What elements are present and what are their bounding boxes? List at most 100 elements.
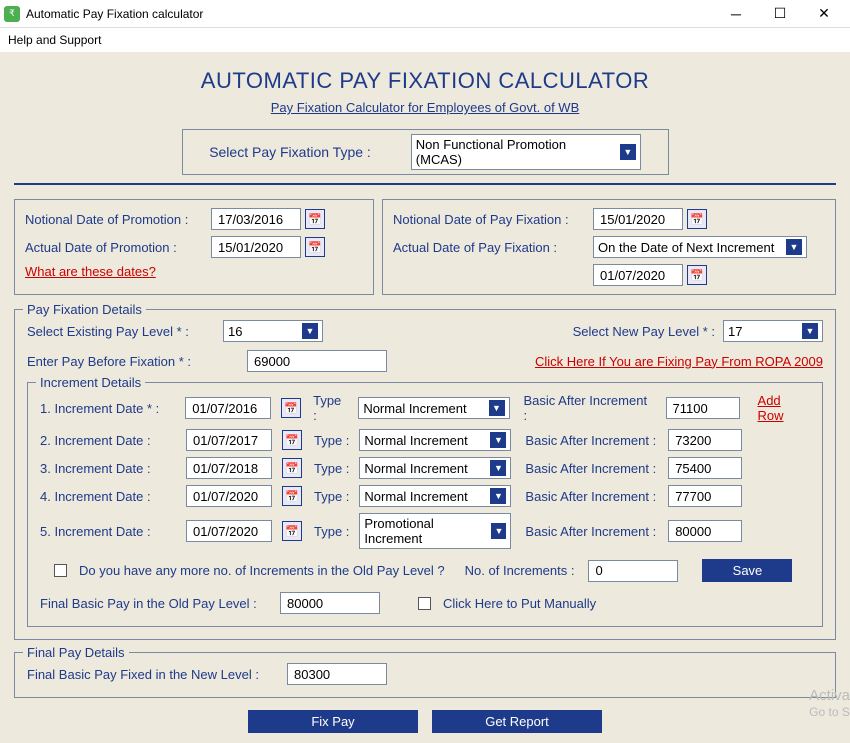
basic-after-label: Basic After Increment :: [525, 524, 656, 539]
minimize-button[interactable]: ─: [714, 0, 758, 28]
actual-fixation-label: Actual Date of Pay Fixation :: [393, 240, 593, 255]
increment-date-input[interactable]: [186, 457, 272, 479]
pay-fixation-legend: Pay Fixation Details: [23, 302, 146, 317]
fix-pay-button[interactable]: Fix Pay: [248, 710, 418, 733]
increment-legend: Increment Details: [36, 375, 145, 390]
calendar-icon[interactable]: 📅: [282, 458, 302, 478]
basic-after-label: Basic After Increment :: [525, 489, 656, 504]
fixation-type-row: Select Pay Fixation Type : Non Functiona…: [182, 129, 669, 175]
basic-after-input[interactable]: [666, 397, 740, 419]
increment-type-label: Type :: [314, 489, 349, 504]
notional-fixation-label: Notional Date of Pay Fixation :: [393, 212, 593, 227]
calendar-icon[interactable]: 📅: [281, 398, 301, 418]
final-old-label: Final Basic Pay in the Old Pay Level :: [40, 596, 274, 611]
notional-fixation-input[interactable]: [593, 208, 683, 230]
basic-after-label: Basic After Increment :: [525, 461, 656, 476]
basic-after-input[interactable]: [668, 429, 742, 451]
basic-after-label: Basic After Increment :: [524, 393, 654, 423]
actual-fixation-date-input[interactable]: [593, 264, 683, 286]
chevron-down-icon: ▼: [490, 460, 506, 476]
help-menu[interactable]: Help and Support: [8, 33, 101, 47]
chevron-down-icon: ▼: [490, 432, 506, 448]
increment-type-value: Normal Increment: [364, 489, 467, 504]
calendar-icon[interactable]: 📅: [282, 486, 302, 506]
before-fixation-input[interactable]: [247, 350, 387, 372]
menubar: Help and Support: [0, 28, 850, 52]
increment-type-label: Type :: [314, 433, 349, 448]
existing-level-label: Select Existing Pay Level * :: [27, 324, 223, 339]
increment-type-label: Type :: [313, 393, 348, 423]
increment-date-input[interactable]: [186, 520, 272, 542]
increment-row: 2. Increment Date : 📅 Type : Normal Increme…: [40, 429, 810, 451]
save-button[interactable]: Save: [702, 559, 792, 582]
ropa-link[interactable]: Click Here If You are Fixing Pay From RO…: [535, 354, 823, 369]
increment-type-label: Type :: [314, 461, 349, 476]
fixation-type-select[interactable]: Non Functional Promotion (MCAS) ▼: [411, 134, 641, 170]
final-pay-legend: Final Pay Details: [23, 645, 129, 660]
final-old-input[interactable]: [280, 592, 380, 614]
app-icon: ₹: [4, 6, 20, 22]
watermark: Activa Go to S: [809, 687, 850, 719]
increment-date-label: 3. Increment Date :: [40, 461, 180, 476]
increment-type-value: Normal Increment: [364, 433, 467, 448]
new-level-label: Select New Pay Level * :: [573, 324, 715, 339]
page-title: AUTOMATIC PAY FIXATION CALCULATOR: [14, 68, 836, 94]
window-controls: ─ ☐ ✕: [714, 0, 846, 28]
increment-type-select[interactable]: Normal Increment ▼: [359, 485, 511, 507]
increment-type-select[interactable]: Normal Increment▼: [359, 457, 511, 479]
increment-type-value: Normal Increment: [363, 401, 466, 416]
calendar-icon[interactable]: 📅: [305, 209, 325, 229]
page-subtitle[interactable]: Pay Fixation Calculator for Employees of…: [14, 100, 836, 115]
increment-row: 4. Increment Date : 📅 Type : Normal Increme…: [40, 485, 810, 507]
basic-after-input[interactable]: [668, 457, 742, 479]
increment-fieldset: Increment Details 1. Increment Date * :📅…: [27, 382, 823, 627]
num-increments-label: No. of Increments :: [465, 563, 575, 578]
increment-date-label: 2. Increment Date :: [40, 433, 180, 448]
calendar-icon[interactable]: 📅: [282, 521, 302, 541]
window-title: Automatic Pay Fixation calculator: [26, 7, 714, 21]
final-pay-input[interactable]: [287, 663, 387, 685]
existing-level-select[interactable]: 16 ▼: [223, 320, 323, 342]
increment-type-select[interactable]: Normal Increment ▼: [359, 429, 511, 451]
divider: [14, 183, 836, 185]
num-increments-input[interactable]: [588, 560, 678, 582]
promotion-dates-panel: Notional Date of Promotion : 📅 Actual Da…: [14, 199, 374, 295]
increment-date-input[interactable]: [186, 485, 272, 507]
increment-date-input[interactable]: [186, 429, 272, 451]
increment-date-label: 1. Increment Date * :: [40, 401, 179, 416]
increment-date-input[interactable]: [185, 397, 271, 419]
calendar-icon[interactable]: 📅: [687, 265, 707, 285]
basic-after-input[interactable]: [668, 520, 742, 542]
new-level-select[interactable]: 17 ▼: [723, 320, 823, 342]
fixation-type-value: Non Functional Promotion (MCAS): [416, 137, 616, 167]
chevron-down-icon: ▼: [489, 400, 505, 416]
chevron-down-icon: ▼: [490, 488, 506, 504]
calendar-icon[interactable]: 📅: [687, 209, 707, 229]
actual-fixation-select[interactable]: On the Date of Next Increment ▼: [593, 236, 807, 258]
calendar-icon[interactable]: 📅: [282, 430, 302, 450]
dates-help-link[interactable]: What are these dates?: [25, 264, 156, 279]
titlebar: ₹ Automatic Pay Fixation calculator ─ ☐ …: [0, 0, 850, 28]
final-pay-fieldset: Final Pay Details Final Basic Pay Fixed …: [14, 652, 836, 698]
manual-label: Click Here to Put Manually: [443, 596, 596, 611]
existing-level-value: 16: [228, 324, 242, 339]
more-increments-checkbox[interactable]: [54, 564, 67, 577]
close-button[interactable]: ✕: [802, 0, 846, 28]
basic-after-input[interactable]: [668, 485, 742, 507]
increment-date-label: 5. Increment Date :: [40, 524, 180, 539]
increment-type-select[interactable]: Normal Increment ▼: [358, 397, 509, 419]
actual-fixation-value: On the Date of Next Increment: [598, 240, 774, 255]
increment-date-label: 4. Increment Date :: [40, 489, 180, 504]
before-fixation-label: Enter Pay Before Fixation * :: [27, 354, 247, 369]
manual-checkbox[interactable]: [418, 597, 431, 610]
maximize-button[interactable]: ☐: [758, 0, 802, 28]
increment-type-select[interactable]: Promotional Increment▼: [359, 513, 511, 549]
chevron-down-icon: ▼: [491, 523, 506, 539]
calendar-icon[interactable]: 📅: [305, 237, 325, 257]
new-level-value: 17: [728, 324, 742, 339]
fixation-type-label: Select Pay Fixation Type :: [209, 144, 371, 160]
notional-promotion-input[interactable]: [211, 208, 301, 230]
add-row-link[interactable]: Add Row: [758, 393, 810, 423]
get-report-button[interactable]: Get Report: [432, 710, 602, 733]
actual-promotion-input[interactable]: [211, 236, 301, 258]
